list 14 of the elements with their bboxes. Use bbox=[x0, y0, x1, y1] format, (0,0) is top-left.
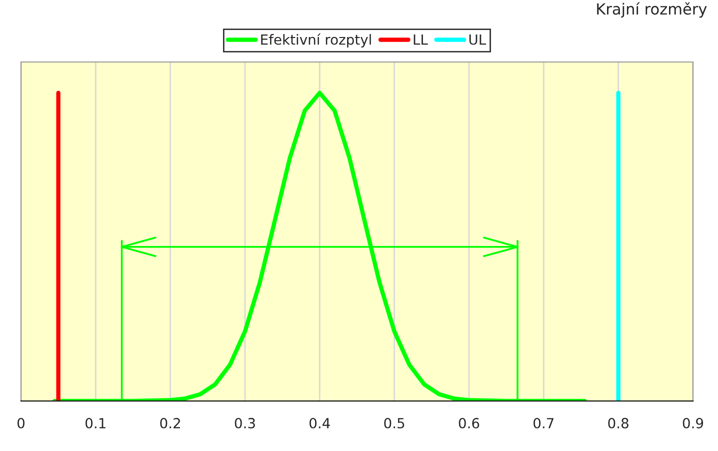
legend-label: Efektivní rozptyl bbox=[261, 34, 371, 48]
x-tick-label: 0.3 bbox=[234, 418, 255, 428]
legend-label: LL bbox=[414, 34, 428, 45]
x-tick-label: 0.8 bbox=[608, 418, 628, 428]
chart-title: Krajní rozměry bbox=[597, 2, 707, 18]
x-tick-label: 0.6 bbox=[458, 418, 480, 428]
x-tick-label: 0 bbox=[17, 418, 24, 428]
x-tick-label: 0.4 bbox=[310, 418, 330, 428]
x-tick-label: 0.5 bbox=[384, 418, 404, 428]
legend-label: UL bbox=[469, 34, 486, 45]
x-tick-label: 0.7 bbox=[534, 418, 554, 428]
x-tick-label: 0.1 bbox=[86, 418, 106, 428]
x-tick-label: 0.2 bbox=[160, 418, 180, 428]
x-tick-label: 0.9 bbox=[682, 418, 704, 428]
